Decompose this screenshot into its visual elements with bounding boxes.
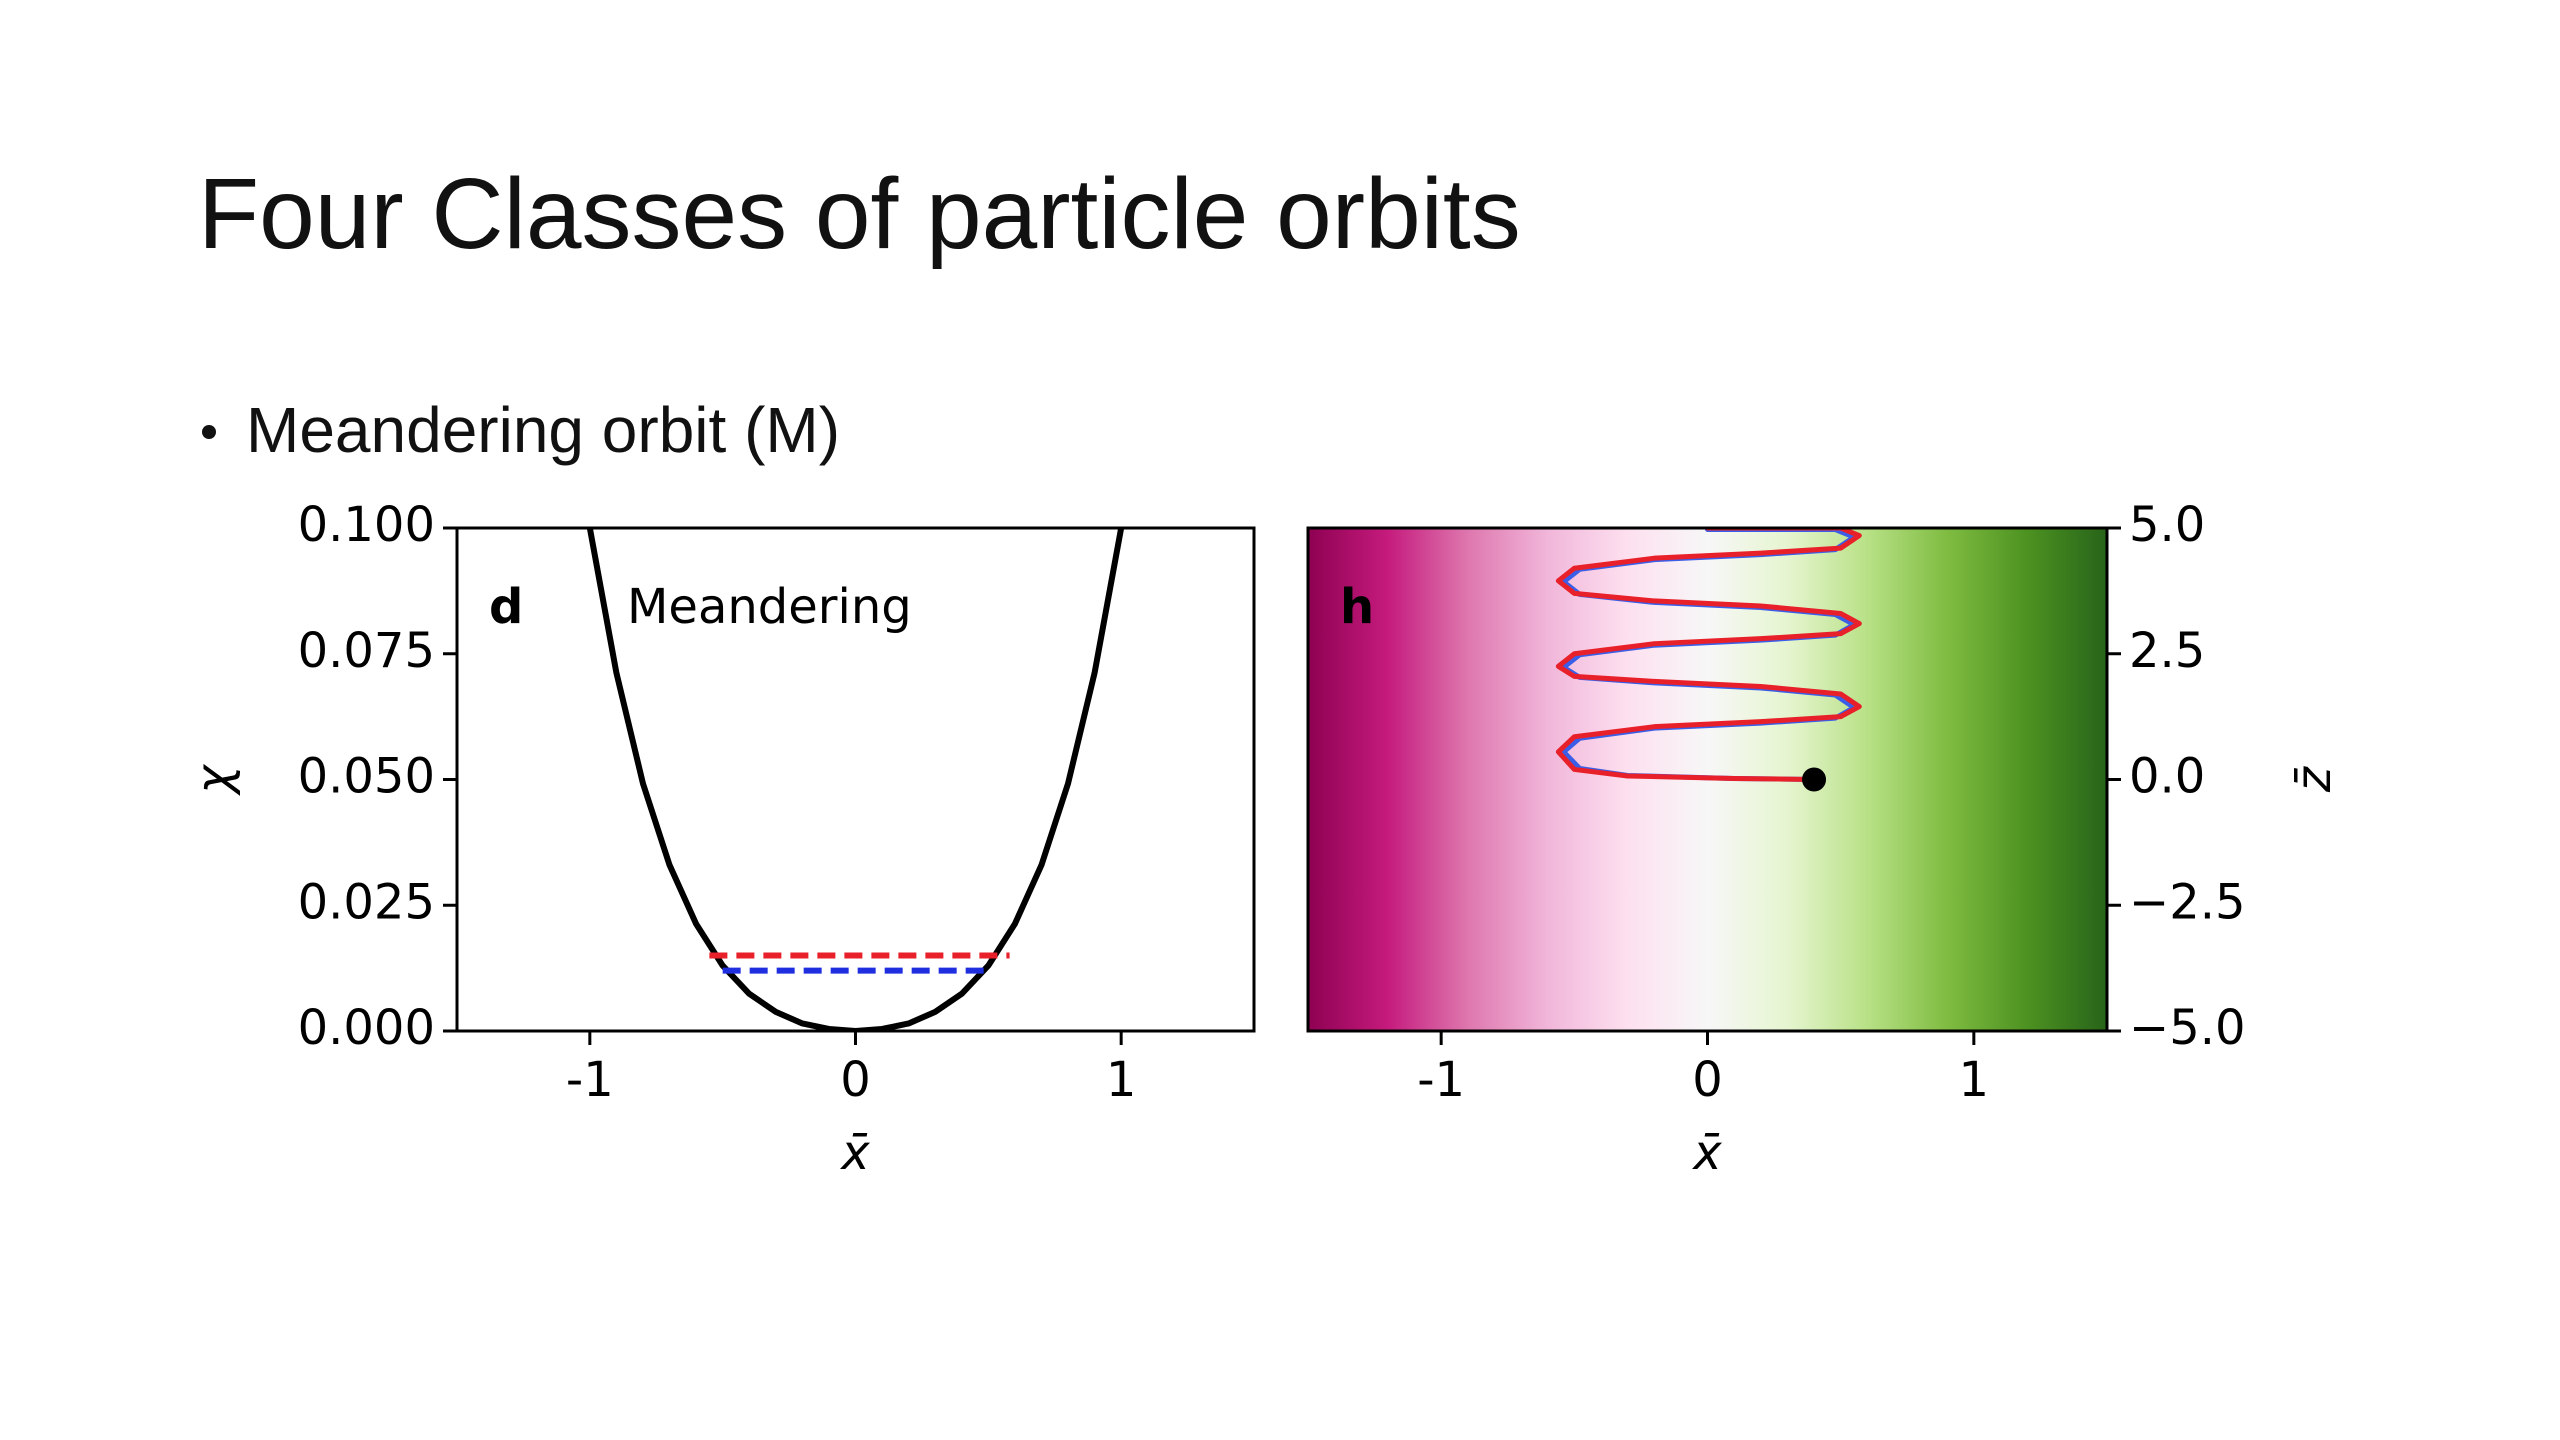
- y-tick-label: −5.0: [2129, 1000, 2246, 1056]
- y-axis-label: χ: [186, 764, 242, 797]
- y-tick-label: 0.0: [2129, 749, 2205, 805]
- y-tick-label: 0.000: [298, 1000, 435, 1056]
- plot-area: [1555, 528, 1862, 782]
- x-tick-label: -1: [1417, 1052, 1465, 1108]
- y-tick-label: 2.5: [2129, 623, 2205, 679]
- chart: -1 0 1 −5.0 −2.5 0.0 2.5 5.0 x̄ z̄ h: [1306, 497, 2342, 1181]
- y-tick-label: 0.025: [298, 874, 435, 930]
- x-tick-label: -1: [566, 1052, 614, 1108]
- y-tick-label: −2.5: [2129, 874, 2246, 930]
- x-axis-label: x̄: [839, 1125, 870, 1181]
- y-axis-label: z̄: [2286, 765, 2342, 793]
- x-tick-label: 0: [1692, 1052, 1723, 1108]
- y-tick-label: 0.100: [298, 497, 435, 553]
- panel-label: h: [1340, 579, 1374, 635]
- x-axis-label: x̄: [1691, 1125, 1722, 1181]
- x-tick-label: 0: [840, 1052, 871, 1108]
- y-tick-label: 0.075: [298, 623, 435, 679]
- panel-label: d: [489, 579, 523, 635]
- plot-area: [586, 528, 1125, 1031]
- x-tick-label: 1: [1106, 1052, 1137, 1108]
- series-line: [586, 528, 1125, 1031]
- series-line: [1555, 528, 1862, 782]
- start-marker: [1802, 767, 1827, 792]
- chart: -1 0 1 0.000 0.025 0.050 0.075 0.100 x̄ χ d Meander…: [186, 497, 1256, 1181]
- x-tick-label: 1: [1959, 1052, 1990, 1108]
- slide-title: Four Classes of particle orbits: [198, 158, 1521, 270]
- bullet-text: Meandering orbit (M): [246, 394, 840, 466]
- y-tick-label: 5.0: [2129, 497, 2205, 553]
- annotation: Meandering: [627, 579, 912, 635]
- y-tick-label: 0.050: [298, 749, 435, 805]
- bullet-dot: [202, 425, 216, 439]
